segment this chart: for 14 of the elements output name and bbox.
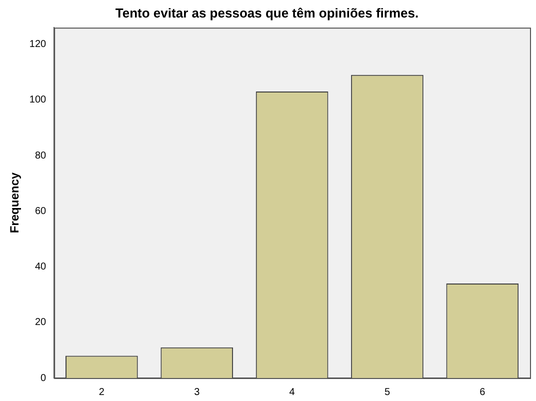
- y-tick-label: 120: [29, 39, 47, 50]
- y-tick-label: 40: [34, 262, 47, 273]
- chart-title: Tento evitar as pessoas que têm opiniões firmes.: [115, 5, 419, 20]
- x-tick-label: 6: [480, 386, 486, 398]
- y-tick-label: 20: [34, 317, 47, 328]
- x-tick-label: 3: [194, 386, 200, 398]
- y-axis-title: Frequency: [8, 172, 22, 234]
- y-tick-label: 100: [29, 94, 47, 106]
- y-tick-label: 0: [40, 372, 47, 384]
- x-tick-label: 4: [289, 386, 296, 398]
- y-tick-label: 60: [34, 206, 47, 217]
- y-tick-label: 80: [34, 150, 47, 162]
- x-tick-label: 5: [384, 386, 390, 398]
- x-tick-label: 2: [98, 386, 105, 398]
